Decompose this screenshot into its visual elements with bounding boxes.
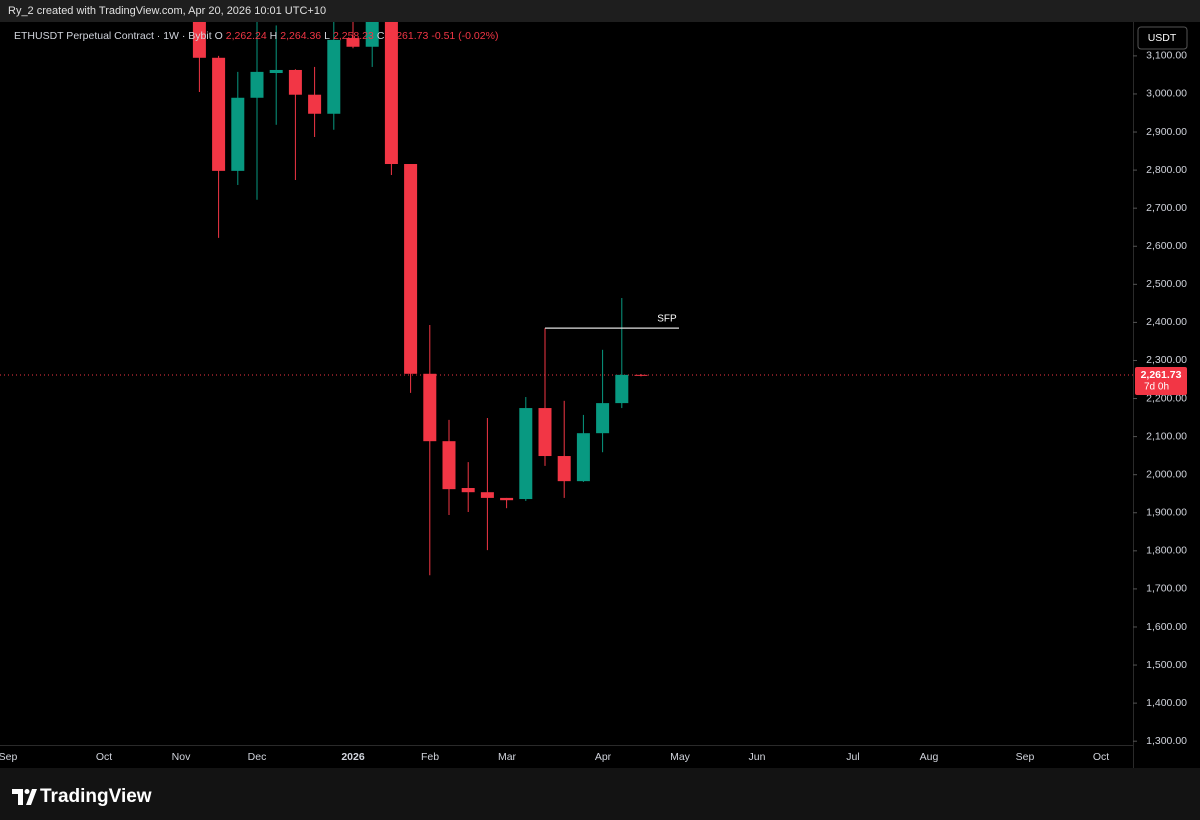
y-tick-label: 2,200.00: [1146, 392, 1187, 404]
y-tick-label: 1,800.00: [1146, 545, 1187, 557]
y-tick-label: 3,100.00: [1146, 50, 1187, 62]
candle-body: [269, 69, 283, 74]
x-tick-label: Mar: [498, 751, 517, 763]
x-tick-label: Jun: [749, 751, 766, 763]
brand: TradingView: [40, 786, 152, 807]
x-tick-label: Feb: [421, 751, 439, 763]
candle-body: [192, 22, 206, 58]
candle-body: [500, 497, 514, 501]
y-tick-label: 3,000.00: [1146, 88, 1187, 100]
candle-body: [442, 441, 456, 490]
footer: [0, 768, 1200, 820]
countdown-label: 7d 0h: [1144, 382, 1169, 393]
legend-value: 2,262.24: [226, 30, 267, 42]
currency-label: USDT: [1148, 32, 1177, 44]
candle-body: [346, 37, 360, 47]
candle-body: [423, 373, 437, 442]
candle-body: [404, 164, 418, 374]
last-price-box: [1135, 367, 1187, 396]
legend-value: 2,258.23: [333, 30, 374, 42]
x-tick-label: Jul: [846, 751, 859, 763]
x-tick-label: Apr: [595, 751, 612, 763]
candle-body: [231, 97, 245, 171]
candle-body: [288, 69, 302, 95]
y-tick-label: 2,500.00: [1146, 278, 1187, 290]
legend-key: H: [270, 30, 278, 42]
y-tick-label: 2,800.00: [1146, 164, 1187, 176]
candle-body: [384, 22, 398, 165]
candle-body: [615, 374, 629, 404]
candle-body: [596, 403, 610, 434]
x-tick-label: Dec: [248, 751, 267, 763]
y-tick-label: 2,600.00: [1146, 240, 1187, 252]
legend-key: O: [215, 30, 223, 42]
candle-body: [308, 94, 322, 114]
logo-dot: [24, 789, 30, 794]
y-tick-label: 2,400.00: [1146, 316, 1187, 328]
legend-key: L: [324, 30, 330, 42]
candle-body: [212, 57, 226, 171]
candle-body: [634, 374, 648, 376]
y-tick-label: 2,900.00: [1146, 126, 1187, 138]
x-tick-label: Oct: [1093, 751, 1109, 763]
legend-key: C: [377, 30, 385, 42]
y-tick-label: 1,900.00: [1146, 507, 1187, 519]
y-tick-label: 1,700.00: [1146, 583, 1187, 595]
logo: [12, 789, 37, 805]
candle-body: [480, 492, 494, 498]
overlay: 1,300.00 1,400.00 1,500.00 1,600.00 1,700.00…: [0, 26, 1188, 763]
y-tick-label: 2,000.00: [1146, 468, 1187, 480]
legend-change: -0.51 (-0.02%): [431, 30, 498, 42]
currency-button: [1137, 26, 1188, 50]
y-tick-label: 2,300.00: [1146, 354, 1187, 366]
legend-value: 2,261.73: [387, 30, 428, 42]
x-tick-label: 2026: [341, 751, 365, 763]
legend-value: 2,264.36: [280, 30, 321, 42]
top-bar: [0, 0, 1200, 22]
x-tick-label: May: [670, 751, 691, 763]
x-tick-label: Oct: [96, 751, 112, 763]
annotation-label: SFP: [657, 314, 677, 325]
candle-body: [365, 22, 379, 47]
plot: [0, 22, 1133, 576]
logo-icon: [12, 789, 37, 805]
y-tick-label: 1,500.00: [1146, 659, 1187, 671]
candle-body: [576, 433, 590, 482]
candle-body: [327, 39, 341, 114]
x-tick-label: Sep: [1016, 751, 1035, 763]
candle-body: [538, 408, 552, 457]
candle-body: [557, 456, 571, 482]
y-tick-label: 1,600.00: [1146, 621, 1187, 633]
legend: ETHUSDT Perpetual Contract · 1W · Bybit O…: [14, 30, 498, 42]
chart-area: [0, 22, 1200, 768]
y-tick-label: 1,400.00: [1146, 697, 1187, 709]
candle-body: [519, 408, 533, 500]
last-price-label: 2,261.73: [1141, 369, 1182, 381]
header-text: Ry_2 created with TradingView.com, Apr 2…: [8, 5, 326, 17]
x-tick-label: Sep: [0, 751, 17, 763]
x-tick-label: Nov: [172, 751, 191, 763]
x-tick-label: Aug: [920, 751, 939, 763]
candle-body: [250, 71, 264, 98]
candle-body: [461, 488, 475, 493]
y-tick-label: 2,100.00: [1146, 430, 1187, 442]
y-tick-label: 2,700.00: [1146, 202, 1187, 214]
symbol: ETHUSDT Perpetual Contract · 1W · Bybit: [14, 30, 212, 42]
y-tick-label: 1,300.00: [1146, 735, 1187, 747]
